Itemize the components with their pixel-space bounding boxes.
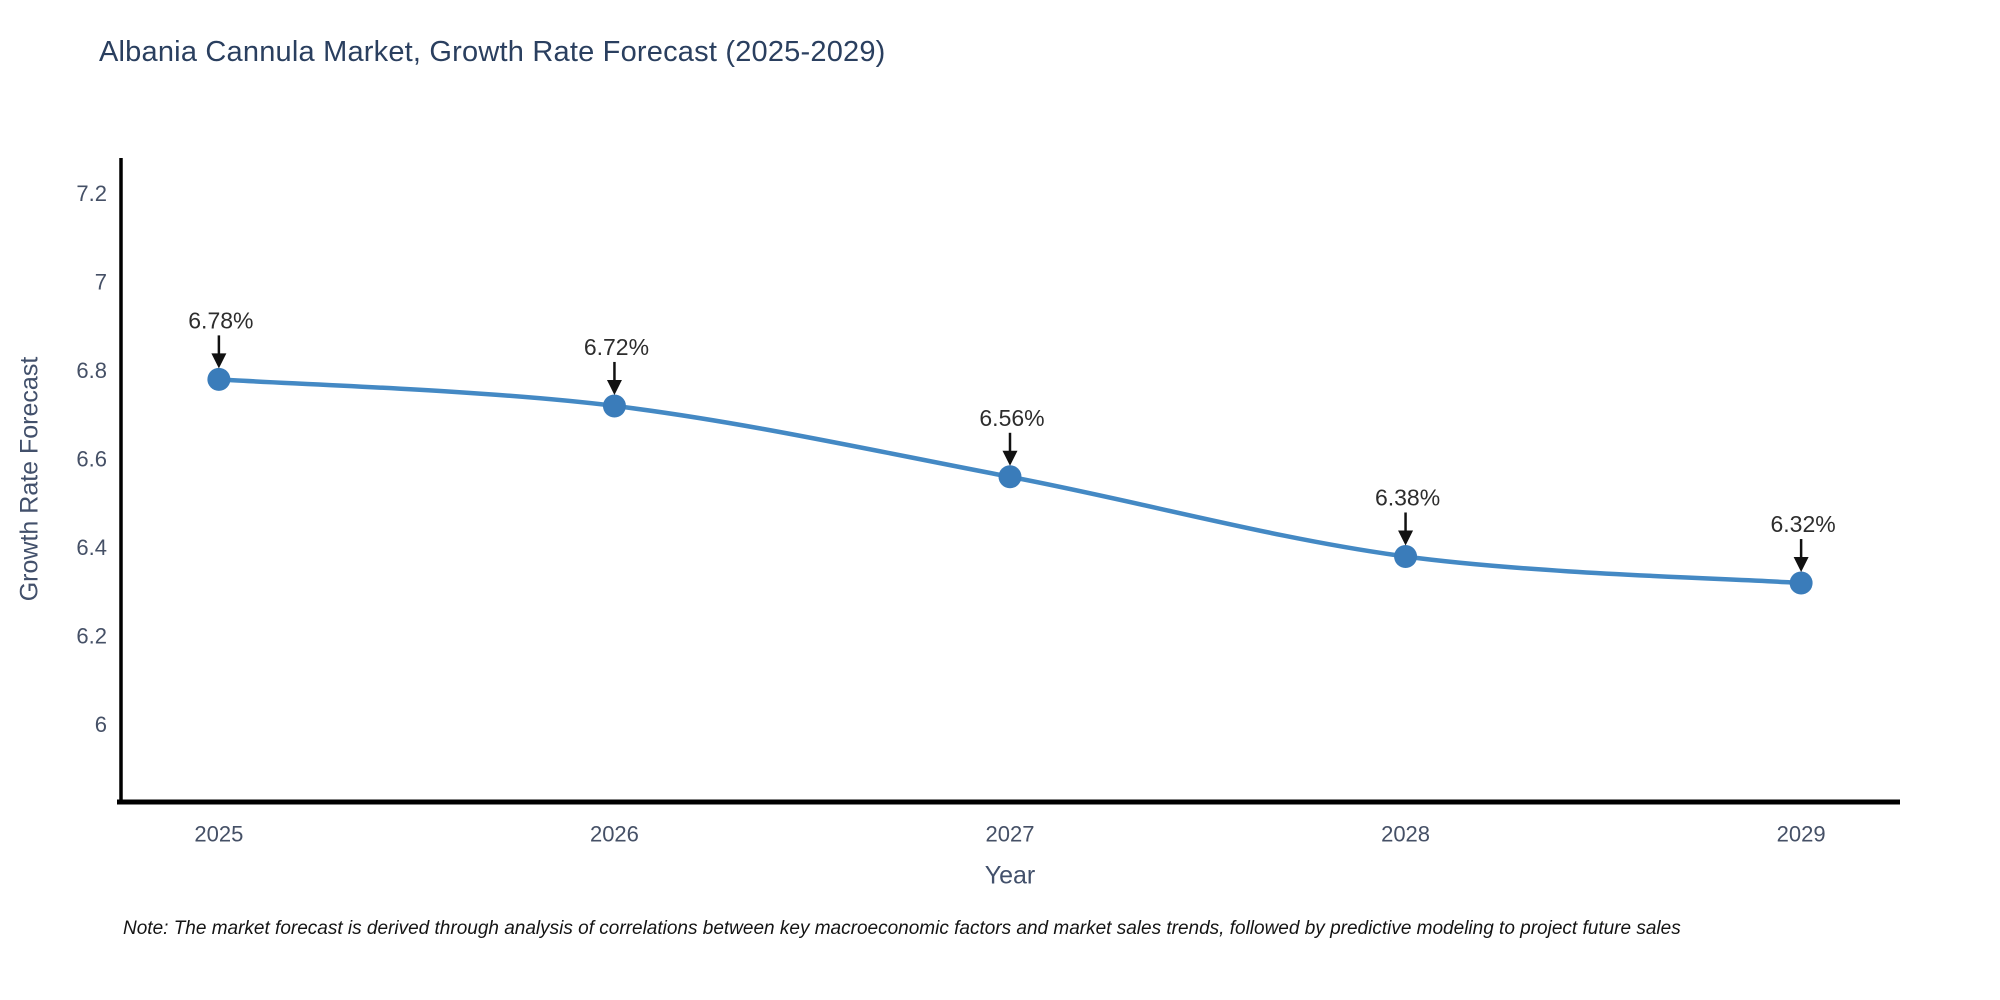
x-tick-label: 2029 <box>1777 822 1826 847</box>
x-tick-label: 2026 <box>590 822 639 847</box>
x-tick-label: 2025 <box>194 822 243 847</box>
annotation-arrow-head <box>1793 557 1809 573</box>
data-point-marker <box>998 465 1022 489</box>
y-tick-label: 7 <box>95 269 107 294</box>
x-tick-label: 2027 <box>986 822 1035 847</box>
point-annotation-label: 6.72% <box>584 334 649 360</box>
point-annotation-label: 6.32% <box>1771 511 1836 537</box>
point-annotation-label: 6.56% <box>979 405 1044 431</box>
y-tick-label: 7.2 <box>76 181 107 206</box>
y-tick-label: 6 <box>95 712 107 737</box>
point-annotation-label: 6.38% <box>1375 484 1440 510</box>
y-tick-label: 6.4 <box>76 535 107 560</box>
y-tick-label: 6.2 <box>76 624 107 649</box>
footnote-text: Note: The market forecast is derived thr… <box>123 918 1681 939</box>
data-point-marker <box>1394 544 1418 568</box>
annotation-arrow-head <box>1398 530 1414 546</box>
y-tick-label: 6.6 <box>76 447 107 472</box>
data-point-marker <box>207 367 231 391</box>
y-tick-label: 6.8 <box>76 358 107 383</box>
annotation-arrow-head <box>606 379 622 395</box>
chart-title: Albania Cannula Market, Growth Rate Fore… <box>99 36 886 68</box>
annotation-arrow-head <box>1002 450 1018 466</box>
x-tick-label: 2028 <box>1381 822 1430 847</box>
point-annotation-label: 6.78% <box>188 307 253 333</box>
x-axis-title: Year <box>984 861 1036 890</box>
y-axis-title: Growth Rate Forecast <box>15 356 44 602</box>
annotation-arrow-head <box>211 353 227 369</box>
data-point-marker <box>602 394 626 418</box>
data-point-marker <box>1789 571 1813 595</box>
